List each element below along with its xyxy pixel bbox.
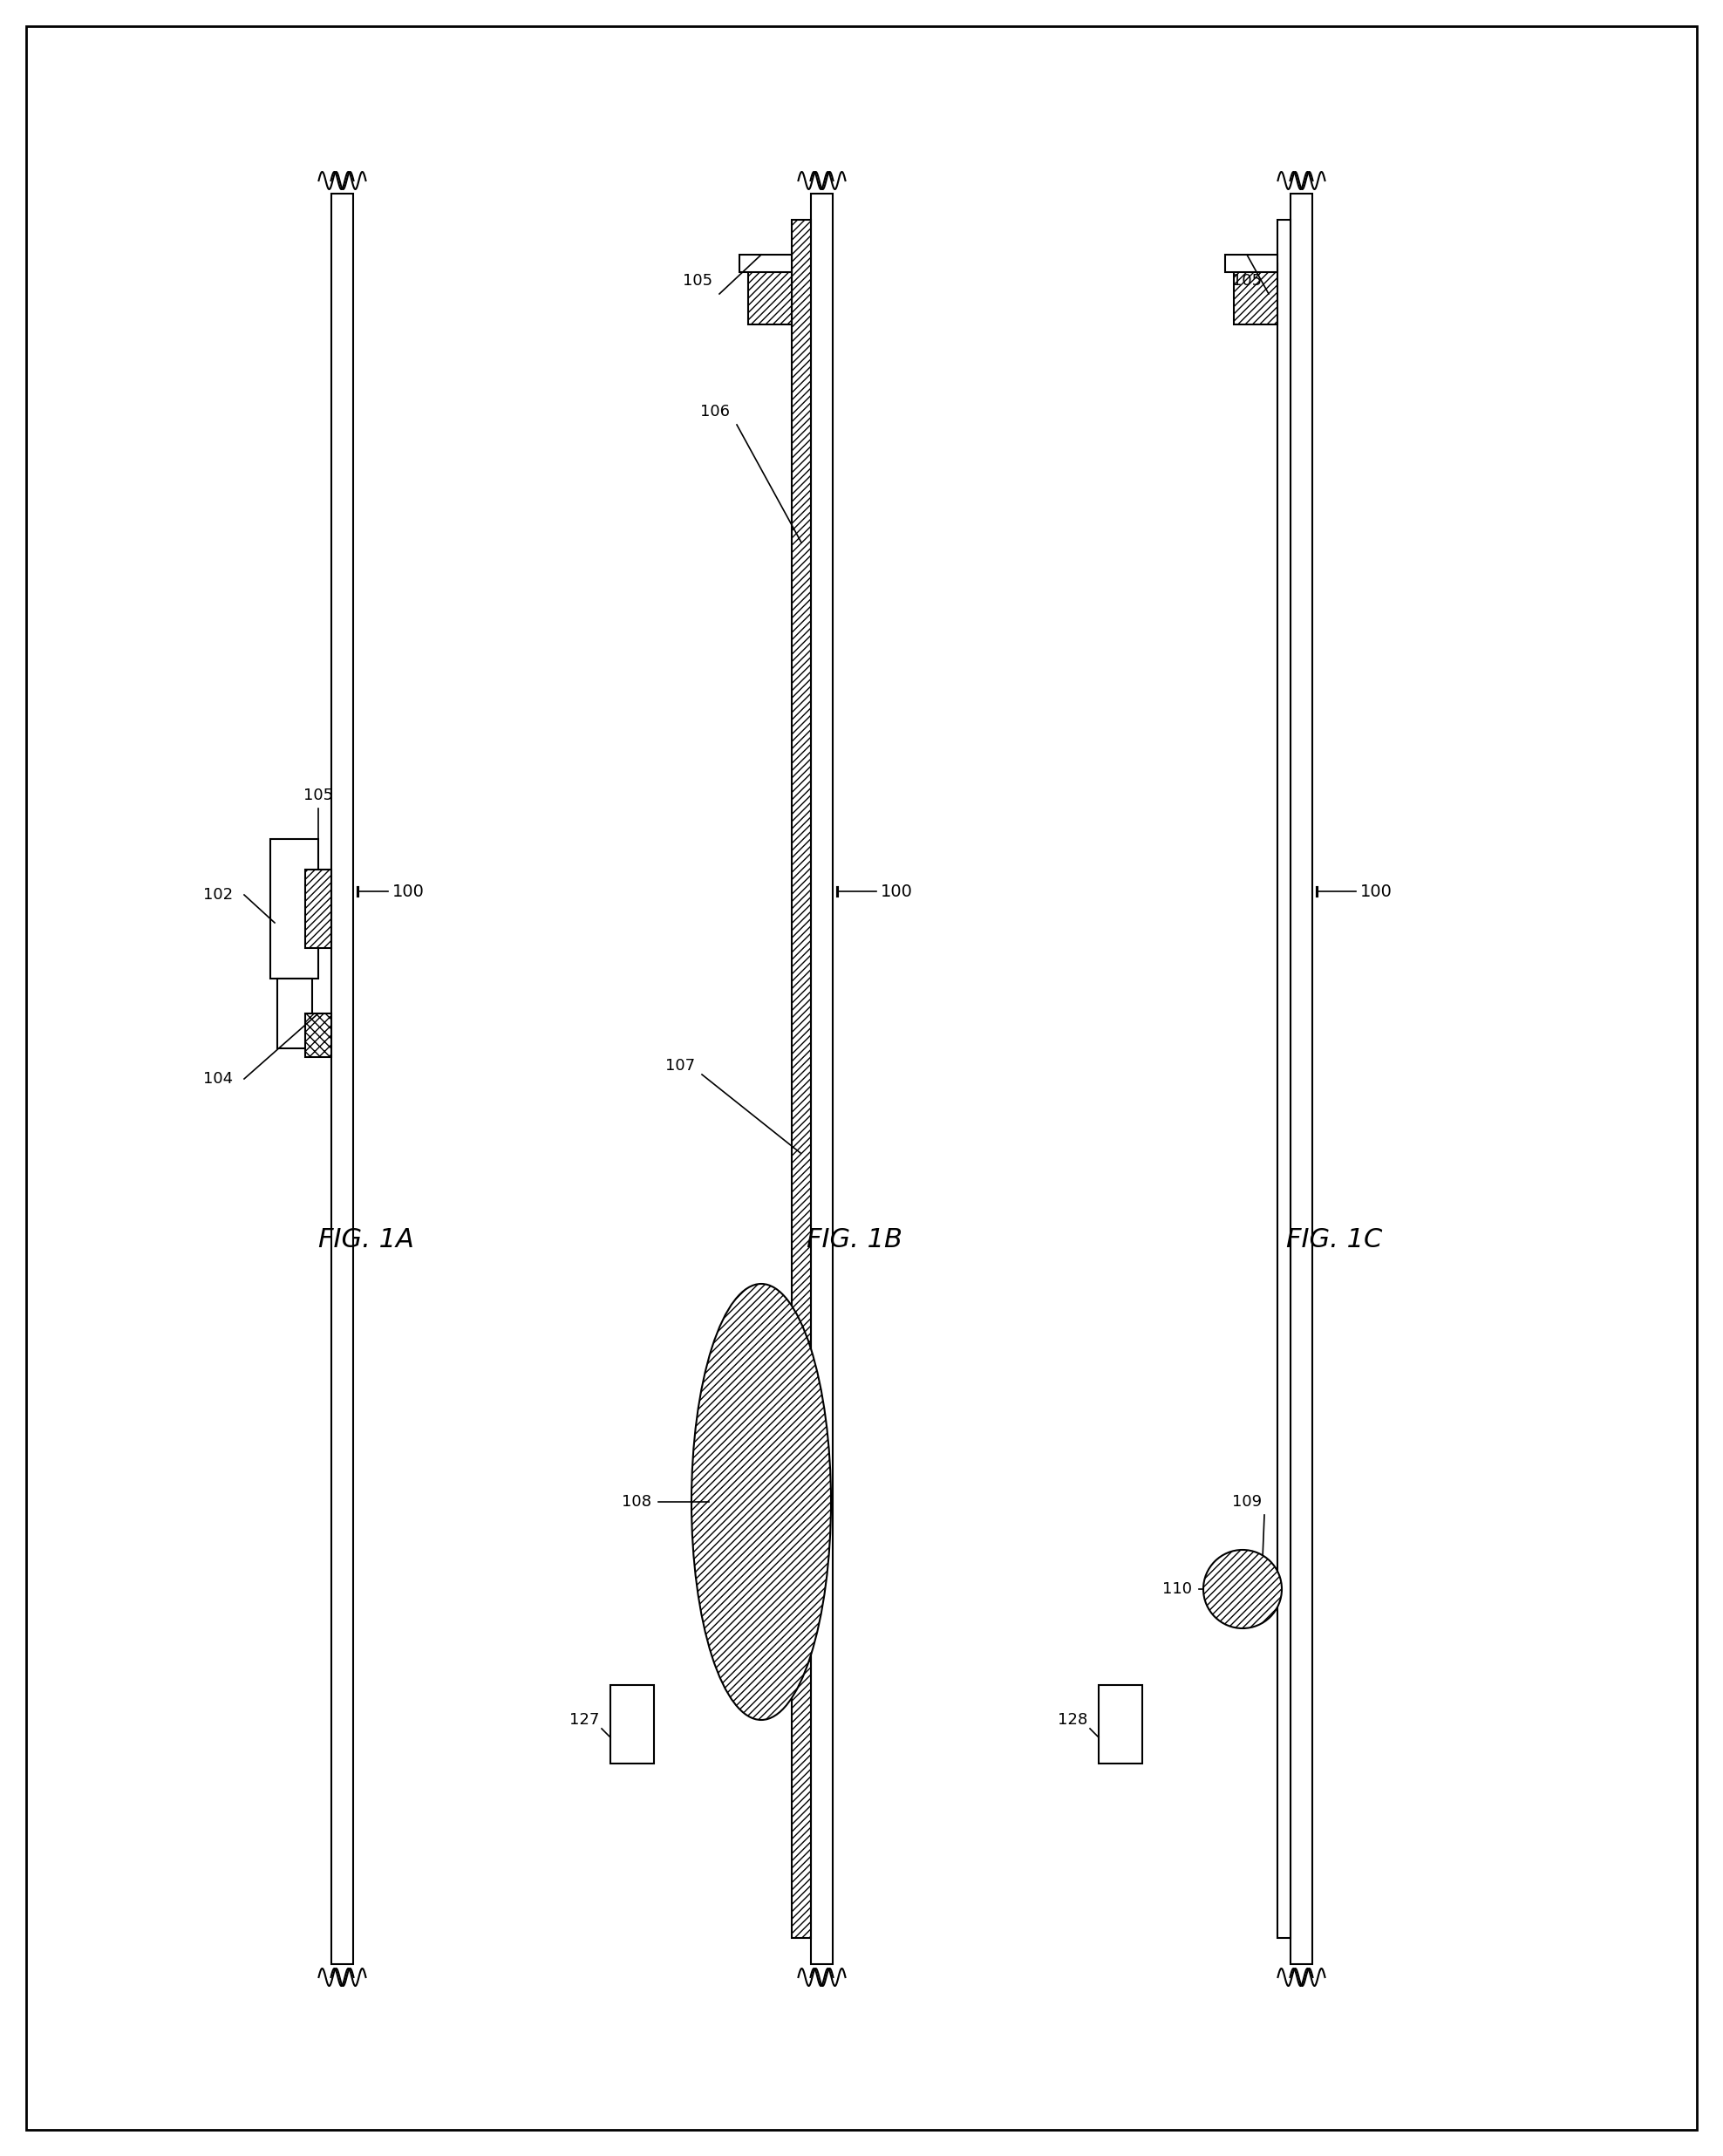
Bar: [739, 254, 793, 272]
Ellipse shape: [691, 1283, 830, 1720]
Bar: [277, 979, 312, 1048]
Bar: [305, 869, 331, 949]
Text: 128: 128: [1058, 1712, 1087, 1727]
Text: 105: 105: [682, 274, 712, 289]
Text: 108: 108: [622, 1494, 651, 1509]
Bar: [610, 1686, 655, 1764]
Text: 100: 100: [880, 884, 913, 899]
Text: 109: 109: [1232, 1494, 1261, 1509]
Bar: [1291, 194, 1313, 1964]
Bar: [271, 839, 319, 979]
Text: 107: 107: [665, 1059, 694, 1074]
Text: 100: 100: [393, 884, 424, 899]
Text: 106: 106: [700, 403, 731, 420]
Text: 127: 127: [569, 1712, 600, 1727]
Text: 105: 105: [1232, 274, 1261, 289]
Bar: [1099, 1686, 1142, 1764]
Text: FIG. 1A: FIG. 1A: [319, 1227, 414, 1253]
Bar: [305, 1013, 331, 1056]
Text: 110: 110: [1163, 1580, 1192, 1598]
Bar: [1225, 254, 1277, 272]
Text: FIG. 1C: FIG. 1C: [1285, 1227, 1382, 1253]
Text: 105: 105: [303, 787, 333, 804]
Circle shape: [1203, 1550, 1282, 1628]
Bar: [748, 263, 793, 323]
Text: 104: 104: [203, 1072, 233, 1087]
Text: 100: 100: [1359, 884, 1392, 899]
Text: 102: 102: [203, 886, 233, 903]
Bar: [1234, 263, 1277, 323]
Bar: [1277, 220, 1291, 1938]
Bar: [793, 220, 812, 1938]
Bar: [331, 194, 353, 1964]
Text: FIG. 1B: FIG. 1B: [806, 1227, 903, 1253]
Bar: [812, 194, 832, 1964]
